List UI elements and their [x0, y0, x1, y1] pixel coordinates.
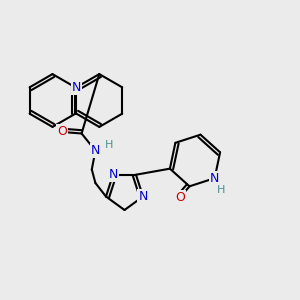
Text: H: H — [217, 184, 226, 195]
Text: N: N — [72, 81, 81, 94]
Text: O: O — [58, 125, 67, 139]
Text: N: N — [138, 190, 148, 203]
Text: H: H — [104, 140, 113, 150]
Text: N: N — [91, 144, 100, 157]
Text: N: N — [210, 172, 219, 185]
Text: N: N — [108, 168, 118, 181]
Text: O: O — [175, 191, 185, 204]
